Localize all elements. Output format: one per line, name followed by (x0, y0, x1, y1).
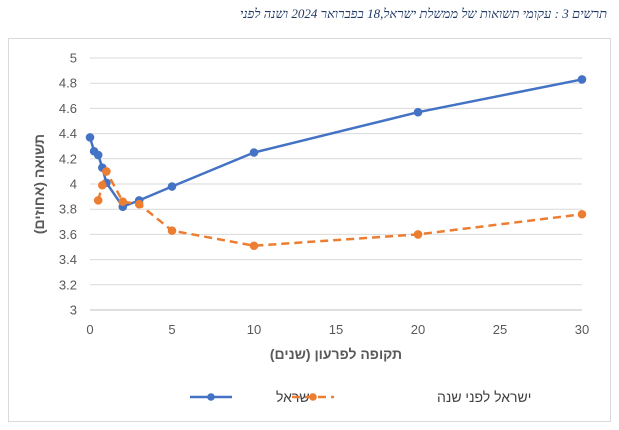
x-tick-label: 15 (329, 322, 343, 337)
data-point (413, 230, 423, 239)
chart-frame (8, 38, 611, 422)
y-tick-label: 4 (70, 177, 77, 192)
x-tick-label: 20 (411, 322, 425, 337)
y-tick-labels: 3 3.2 3.4 3.6 3.8 4 4.2 4.4 4.6 4.8 5 (59, 51, 77, 318)
data-point (249, 148, 259, 157)
data-point (577, 75, 587, 84)
data-point (167, 226, 177, 235)
x-tick-labels: 0 5 10 15 20 25 30 (86, 322, 589, 337)
legend-swatch-marker (207, 393, 215, 401)
series-group (85, 75, 587, 251)
data-point (249, 241, 259, 251)
x-tick-label: 10 (247, 322, 261, 337)
data-point (98, 180, 107, 190)
series-2 (93, 167, 587, 251)
y-tick-label: 3.6 (59, 227, 77, 242)
x-tick-label: 25 (493, 322, 507, 337)
y-tick-label: 3.8 (59, 202, 77, 217)
y-tick-label: 4.8 (59, 76, 77, 91)
y-tick-label: 3.4 (59, 252, 77, 267)
x-tick-label: 30 (575, 322, 589, 337)
y-axis-title: תשואה (אחוזים) (31, 134, 47, 234)
figure-caption: תרשים 3 : עקומי תשואות של ממשלת ישראל,18… (239, 6, 607, 21)
x-axis-title: תקופה לפרעון (שנים) (270, 346, 402, 362)
legend-label: ישראל לפני שנה (437, 389, 531, 405)
data-point (577, 209, 587, 219)
y-tick-label: 3 (70, 303, 77, 318)
data-point (102, 167, 111, 176)
legend: ישראל ישראל לפני שנה (190, 389, 531, 405)
legend-swatch-marker (309, 393, 317, 401)
y-tick-label: 5 (70, 51, 77, 66)
data-point (413, 107, 423, 117)
y-tick-label: 4.6 (59, 101, 77, 116)
legend-item-2: ישראל לפני שנה (292, 389, 531, 405)
y-tick-label: 3.2 (59, 277, 77, 292)
series-line (88, 78, 583, 208)
data-point (167, 182, 177, 191)
y-tick-label: 4.4 (59, 126, 77, 141)
data-point (93, 196, 103, 205)
x-tick-label: 5 (168, 322, 175, 337)
data-point (85, 133, 95, 142)
data-point (93, 150, 103, 160)
data-point (134, 199, 144, 209)
x-tick-label: 0 (86, 322, 93, 337)
series-1 (85, 75, 587, 211)
data-point (118, 197, 128, 206)
gridlines (90, 57, 582, 311)
y-tick-label: 4.2 (59, 151, 77, 166)
